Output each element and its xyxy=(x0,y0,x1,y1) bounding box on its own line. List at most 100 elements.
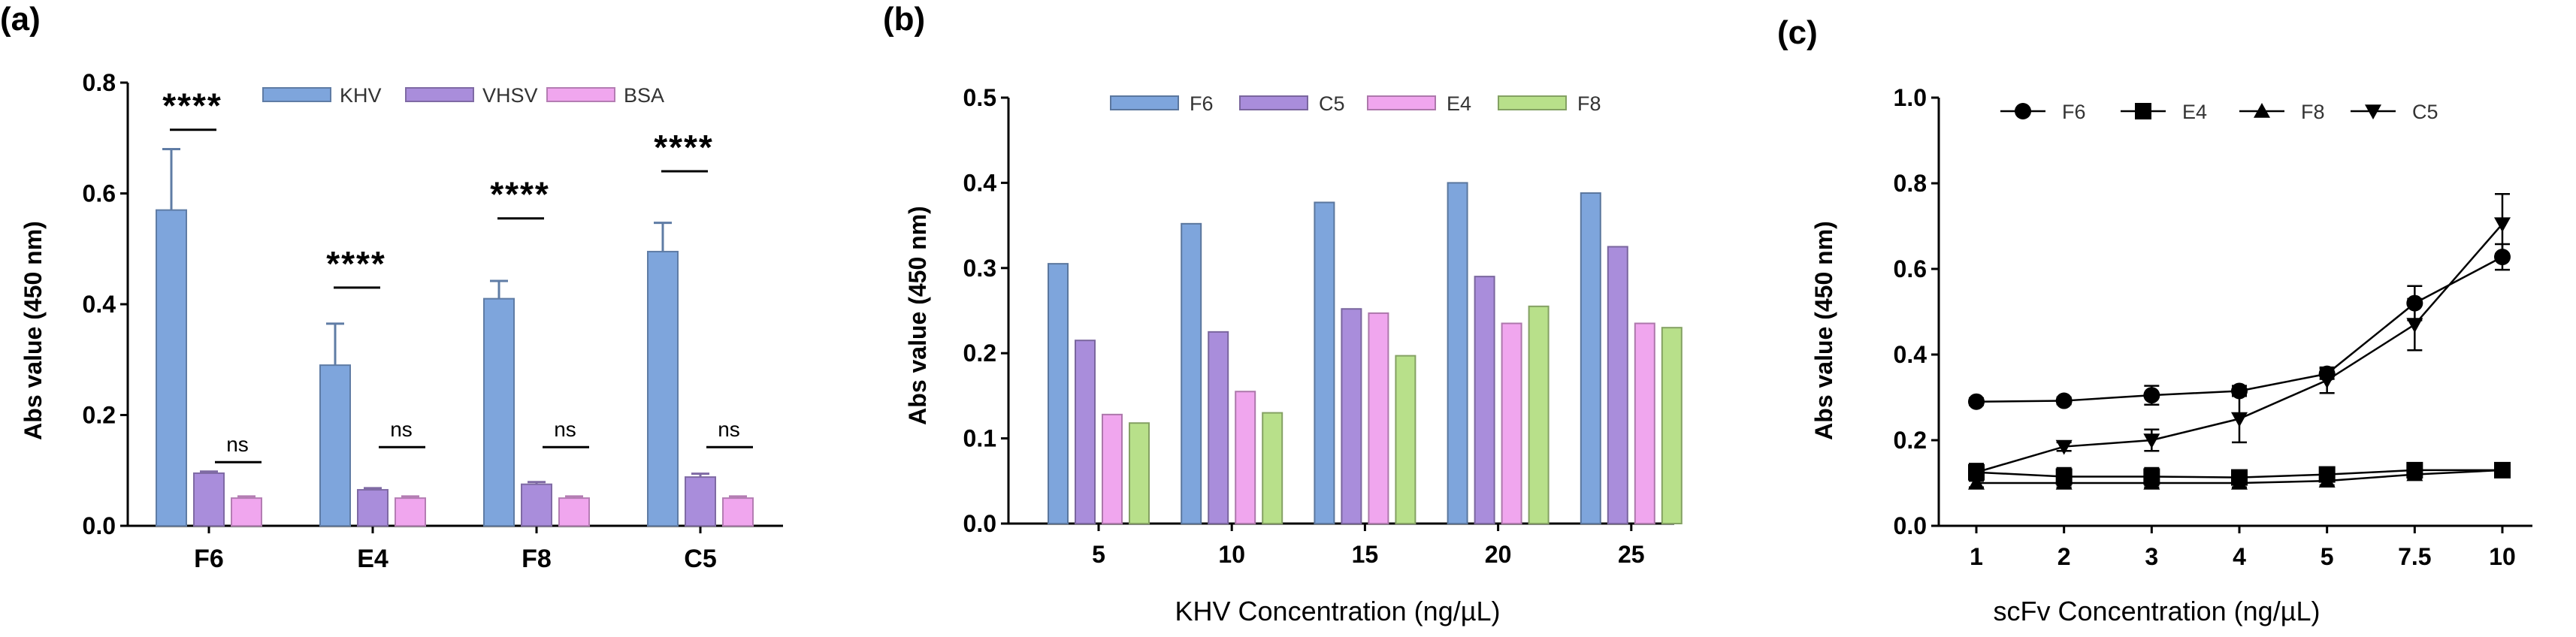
panel-b-y-tick-label: 0.1 xyxy=(963,425,996,452)
panel-a-bar-bsa xyxy=(722,497,754,527)
panel-b-bar-c5 xyxy=(1208,331,1229,524)
panel-b-y-tick-label: 0.2 xyxy=(963,340,996,367)
panel-b-x-category-label: 10 xyxy=(1218,541,1245,568)
panel-b-bar-f8 xyxy=(1661,327,1683,524)
panel-a-x-category-label: E4 xyxy=(357,545,389,573)
panel-b-x-category-label: 5 xyxy=(1092,541,1105,568)
panel-b-bar-c5 xyxy=(1474,276,1495,524)
panel-c-y-tick-label: 0.8 xyxy=(1894,170,1927,197)
panel-c-legend-marker-f6 xyxy=(2015,103,2031,119)
panel-a-y-tick-label: 0.0 xyxy=(83,512,116,539)
panel-a-legend-label: VHSV xyxy=(482,84,538,107)
panel-c-point-f8 xyxy=(1968,475,1985,490)
panel-c-point-f8 xyxy=(2055,475,2073,490)
panel-c-label: (c) xyxy=(1777,14,1818,51)
panel-c-point-c5 xyxy=(2231,412,2248,427)
panel-a-x-category-label: F8 xyxy=(522,545,552,573)
panel-c-point-f8 xyxy=(2231,475,2248,490)
panel-c-point-f8 xyxy=(2143,475,2160,490)
panel-c-legend-label: C5 xyxy=(2412,101,2438,123)
panel-b-bar-f6 xyxy=(1314,201,1335,524)
panel-a-legend-label: BSA xyxy=(624,84,664,107)
panel-a-bar-bsa xyxy=(558,497,590,527)
panel-a-legend-swatch-vhsv xyxy=(405,87,474,102)
panel-a-legend-label: KHV xyxy=(340,84,382,107)
panel-a-bar-chart: (a) Abs value (450 nm) 0.0 0.2 0.4 0.6 0.8 F6… xyxy=(0,1,783,573)
panel-c-x-category-label: 5 xyxy=(2321,543,2334,570)
panel-b-bar-f6 xyxy=(1048,263,1069,524)
panel-b-legend-label: C5 xyxy=(1319,92,1345,115)
panel-a-significance-label: **** xyxy=(162,86,222,125)
panel-a-bar-khv xyxy=(319,364,351,527)
panel-c-y-tick-label: 0.4 xyxy=(1894,341,1927,368)
panel-c-x-category-label: 4 xyxy=(2233,543,2246,570)
panel-a-y-tick-label: 0.2 xyxy=(83,402,116,429)
panel-b-bar-c5 xyxy=(1075,340,1096,524)
panel-b-legend-swatch-c5 xyxy=(1239,95,1308,110)
panel-b-bar-f6 xyxy=(1447,182,1468,524)
panel-c-y-tick-label: 0.2 xyxy=(1894,427,1927,454)
panel-a-x-category-label: F6 xyxy=(194,545,224,573)
panel-c-point-f6 xyxy=(2055,392,2073,409)
panel-c-y-tick-label: 0.0 xyxy=(1894,512,1927,539)
panel-c-legend-marker-c5 xyxy=(2365,104,2381,119)
panel-a-bar-vhsv xyxy=(193,472,225,527)
panel-b-bar-c5 xyxy=(1341,308,1362,524)
panel-c-x-category-label: 10 xyxy=(2489,543,2516,570)
panel-a-ns-label: ns xyxy=(718,418,740,441)
panel-b-bar-f8 xyxy=(1262,412,1283,525)
panel-b-legend-swatch-f6 xyxy=(1110,95,1179,110)
panel-b-y-tick-label: 0.0 xyxy=(963,510,996,537)
panel-c-point-c5 xyxy=(2406,318,2423,334)
panel-c-legend-label: F6 xyxy=(2062,101,2086,123)
panel-b-x-axis-label: KHV Concentration (ng/µL) xyxy=(1175,596,1501,626)
panel-a-y-tick-label: 0.4 xyxy=(83,291,116,318)
panel-c-series-line-f6 xyxy=(1976,255,2503,403)
panel-c-point-f6 xyxy=(2143,387,2160,404)
panel-b-x-category-label: 15 xyxy=(1352,541,1379,568)
panel-b-legend-label: F6 xyxy=(1190,92,1214,115)
panel-c-legend-marker-e4 xyxy=(2135,103,2151,119)
panel-a-bar-khv xyxy=(647,250,679,527)
panel-a-bar-bsa xyxy=(231,497,262,527)
panel-c-point-c5 xyxy=(2494,217,2511,233)
panel-c-legend-label: E4 xyxy=(2182,101,2207,123)
panel-a-y-tick-label: 0.8 xyxy=(83,69,116,96)
panel-c-point-c5 xyxy=(1968,465,1985,481)
panel-c-x-category-label: 2 xyxy=(2057,543,2071,570)
panel-a-label: (a) xyxy=(0,1,41,38)
panel-b-bar-e4 xyxy=(1235,391,1256,524)
panel-a-bar-vhsv xyxy=(521,483,552,527)
panel-c-point-f6 xyxy=(2494,249,2511,266)
panel-b-legend-swatch-e4 xyxy=(1367,95,1436,110)
panel-c-point-f8 xyxy=(2318,472,2336,488)
panel-b-y-tick-label: 0.3 xyxy=(963,255,996,282)
panel-b-bar-f8 xyxy=(1528,305,1550,524)
panel-b-y-axis-label: Abs value (450 nm) xyxy=(904,206,931,425)
panel-c-point-f6 xyxy=(1968,393,1985,410)
panel-a-ns-label: ns xyxy=(390,418,413,441)
panel-b-bar-e4 xyxy=(1634,322,1655,524)
panel-b-bar-e4 xyxy=(1102,413,1123,525)
panel-a-bar-bsa xyxy=(395,497,426,527)
panel-a-y-axis-label: Abs value (450 nm) xyxy=(20,221,47,440)
panel-c-point-c5 xyxy=(2055,439,2073,455)
panel-b-bar-chart: (b) Abs value (450 nm) KHV Concentration… xyxy=(883,1,1683,626)
panel-a-bar-vhsv xyxy=(685,476,716,527)
panel-c-y-tick-label: 1.0 xyxy=(1894,84,1927,111)
panel-c-legend-label: F8 xyxy=(2301,101,2325,123)
panel-b-bar-c5 xyxy=(1607,246,1628,524)
panel-c-point-f8 xyxy=(2406,466,2423,482)
panel-c-point-c5 xyxy=(2143,433,2160,448)
panel-b-bar-f6 xyxy=(1580,192,1601,524)
panel-b-bar-f8 xyxy=(1129,422,1150,524)
panel-b-legend-label: E4 xyxy=(1447,92,1471,115)
panel-c-point-f8 xyxy=(2494,461,2511,477)
panel-a-bar-vhsv xyxy=(357,489,389,527)
panel-c-x-axis-label: scFv Concentration (ng/µL) xyxy=(1994,596,2321,626)
panel-c-point-c5 xyxy=(2318,373,2336,389)
panel-c-y-axis-label: Abs value (450 nm) xyxy=(1810,221,1837,440)
panel-a-legend-swatch-khv xyxy=(262,87,331,102)
panel-c-legend-marker-f8 xyxy=(2254,103,2270,118)
panel-c-x-category-label: 1 xyxy=(1970,543,1983,570)
